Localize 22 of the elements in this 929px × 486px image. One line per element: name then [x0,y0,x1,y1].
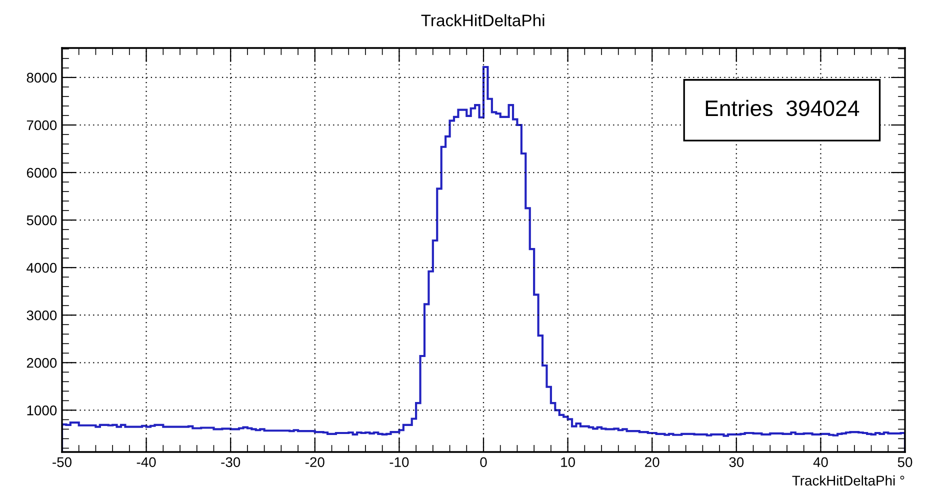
y-tick-label: 3000 [26,310,57,320]
x-tick-label: -30 [221,457,240,468]
y-tick-label: 8000 [26,72,57,83]
chart-title: TrackHitDeltaPhi [421,14,544,26]
x-tick-label: 40 [813,457,828,468]
y-tick-label: 4000 [26,262,57,273]
x-tick-label: -50 [52,457,72,468]
y-tick-label: 7000 [26,120,57,130]
y-tick-label: 6000 [26,168,57,178]
annotation: Entries 394024 [706,100,860,116]
x-tick-label: 20 [645,457,660,468]
x-axis-title: TrackHitDeltaPhi ° [792,475,904,486]
x-tick-label: -10 [390,457,409,468]
x-tick-label: -20 [305,457,324,468]
y-tick-label: 2000 [26,358,57,368]
x-tick-label: 30 [729,457,744,468]
y-tick-label: 1000 [27,406,57,416]
x-tick-label: 10 [561,457,575,468]
x-tick-label: -40 [136,457,156,468]
x-tick-label: 50 [898,457,912,468]
y-tick-label: 5000 [26,215,57,226]
x-tick-label: 0 [480,457,487,468]
